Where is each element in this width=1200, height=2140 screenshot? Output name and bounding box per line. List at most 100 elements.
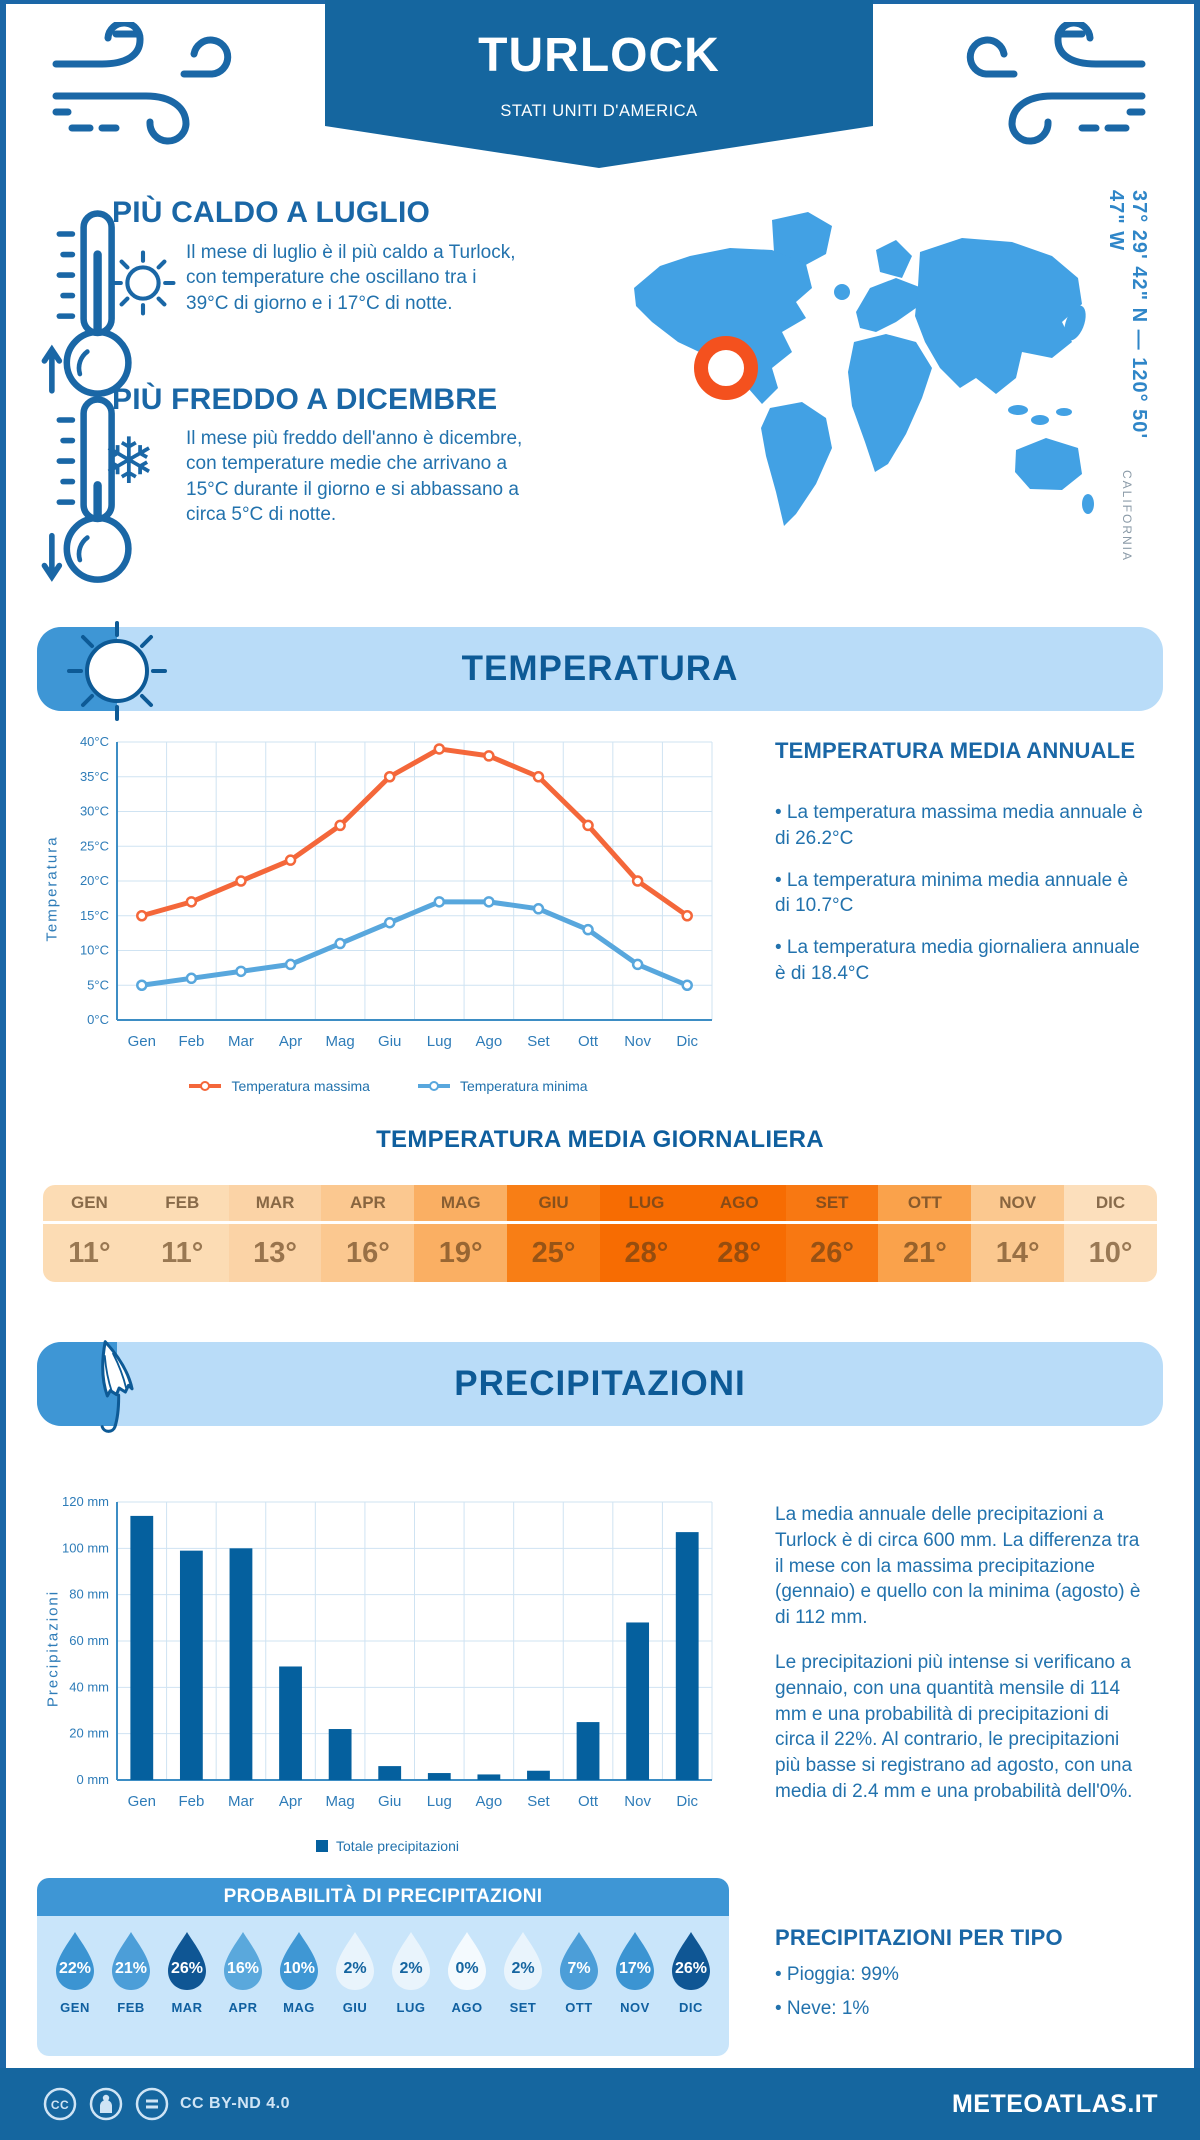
temp-chart-legend: Temperatura massima Temperatura minima — [55, 1078, 720, 1094]
precip-paragraph-1: La media annuale delle precipitazioni a … — [775, 1504, 1141, 1629]
svg-text:Gen: Gen — [128, 1793, 156, 1810]
svg-text:Giu: Giu — [378, 1793, 401, 1810]
annual-bullet: • La temperatura minima media annuale è … — [775, 869, 1129, 917]
svg-text:0 mm: 0 mm — [77, 1772, 110, 1787]
table-temp-value: 13° — [228, 1221, 322, 1282]
table-month-header: GEN — [70, 1193, 108, 1212]
table-month-header: LUG — [628, 1193, 665, 1212]
per-type-title: PRECIPITAZIONI PER TIPO — [775, 1925, 1063, 1950]
precip-paragraph-2: Le precipitazioni più intense si verific… — [775, 1652, 1133, 1803]
svg-text:20 mm: 20 mm — [69, 1726, 109, 1741]
droplet-month: FEB — [117, 2000, 145, 2015]
precipitation-section-title: PRECIPITAZIONI — [454, 1364, 746, 1403]
table-column: NOV 14° — [971, 1185, 1065, 1282]
droplet-item: 2% GIU — [329, 1930, 381, 2015]
table-temp-value: 21° — [878, 1221, 972, 1282]
site-logo: METEOATLAS.IT — [951, 2089, 1158, 2118]
svg-text:CC: CC — [51, 2098, 69, 2112]
table-temp-value: 14° — [971, 1221, 1065, 1282]
droplet-percent: 2% — [511, 1960, 535, 1977]
droplet-month: APR — [228, 2000, 258, 2015]
droplet-month: MAG — [283, 2000, 315, 2015]
table-month-header: OTT — [907, 1193, 942, 1212]
svg-text:Nov: Nov — [624, 1793, 651, 1810]
table-temp-value: 26° — [785, 1221, 879, 1282]
droplet-icon: 2% — [332, 1930, 378, 1992]
droplet-icon: 26% — [668, 1930, 714, 1992]
per-type-bullet: • Neve: 1% — [775, 1997, 870, 2019]
table-month-header: GIU — [538, 1193, 569, 1212]
droplet-month: SET — [509, 2000, 537, 2015]
svg-text:Set: Set — [527, 1033, 550, 1050]
table-month-header: SET — [815, 1193, 849, 1212]
location-marker — [694, 336, 758, 400]
legend-label: Temperatura massima — [231, 1078, 370, 1094]
table-temp-value: 28° — [599, 1221, 693, 1282]
temperature-line-chart: 0°C 5°C 10°C 15°C 20°C 25°C 30°C 35°C 40°C Gen Feb… — [80, 734, 713, 1050]
svg-text:Giu: Giu — [378, 1033, 401, 1050]
coordinates-block: 37° 29' 42" N — 120° 50' 47" W CALIFORNI… — [1104, 190, 1150, 562]
annual-summary-title: TEMPERATURA MEDIA ANNUALE — [775, 738, 1136, 763]
svg-text:Lug: Lug — [427, 1793, 452, 1810]
svg-text:Ott: Ott — [578, 1033, 599, 1050]
svg-text:20°C: 20°C — [80, 873, 109, 888]
legend-item: Totale precipitazioni — [316, 1838, 459, 1854]
svg-text:15°C: 15°C — [80, 908, 109, 923]
coordinates-text: 37° 29' 42" N — 120° 50' 47" W — [1105, 190, 1150, 440]
table-column: MAR 13° — [228, 1185, 322, 1282]
svg-text:60 mm: 60 mm — [69, 1633, 109, 1648]
droplet-icon: 26% — [164, 1930, 210, 1992]
svg-text:40 mm: 40 mm — [69, 1679, 109, 1694]
footer-bar: CC CC BY-ND 4.0 METEOATLAS.IT — [0, 2068, 1200, 2140]
sun-icon — [67, 621, 167, 721]
svg-text:Dic: Dic — [676, 1033, 698, 1050]
svg-text:Feb: Feb — [178, 1793, 204, 1810]
thermometer-up-icon — [41, 210, 132, 397]
svg-text:Feb: Feb — [178, 1033, 204, 1050]
annual-bullet: • La temperatura massima media annuale è… — [775, 802, 1143, 849]
wind-icon — [966, 22, 1146, 145]
sun-icon — [110, 250, 176, 316]
probability-title: PROBABILITÀ DI PRECIPITAZIONI — [37, 1878, 729, 1916]
svg-text:25°C: 25°C — [80, 838, 109, 853]
left-border — [0, 0, 6, 2140]
svg-text:Mar: Mar — [228, 1033, 254, 1050]
table-temp-value: 10° — [1064, 1221, 1157, 1282]
svg-text:30°C: 30°C — [80, 804, 109, 819]
droplet-percent: 26% — [674, 1960, 708, 1977]
svg-text:Mar: Mar — [228, 1793, 254, 1810]
droplet-percent: 22% — [58, 1960, 92, 1977]
table-month-header: APR — [349, 1193, 386, 1212]
droplet-percent: 10% — [282, 1960, 316, 1977]
per-type-list: • Pioggia: 99% • Neve: 1% — [775, 1962, 1147, 2030]
table-temp-value: 25° — [507, 1221, 600, 1282]
legend-swatch — [417, 1081, 450, 1091]
svg-text:Apr: Apr — [279, 1033, 302, 1050]
probability-panel: PROBABILITÀ DI PRECIPITAZIONI 22% GEN 21% F… — [37, 1878, 729, 2056]
droplet-month: AGO — [451, 2000, 483, 2015]
droplet-percent: 2% — [399, 1960, 423, 1977]
probability-droplets: 22% GEN 21% FEB 26% MAR 16% APR 10% MAG 2% GIU 2% LUG… — [37, 1916, 729, 2056]
table-column: LUG 28° — [599, 1185, 693, 1282]
legend-item: Temperatura minima — [416, 1078, 588, 1094]
svg-text:Apr: Apr — [279, 1793, 302, 1810]
annual-summary-list: • La temperatura massima media annuale è… — [775, 800, 1147, 1003]
svg-text:80 mm: 80 mm — [69, 1587, 109, 1602]
annual-bullet: • La temperatura media giornaliera annua… — [775, 937, 1140, 985]
droplet-month: LUG — [396, 2000, 426, 2015]
droplet-icon: 16% — [220, 1930, 266, 1992]
svg-text:Ago: Ago — [476, 1793, 503, 1810]
table-month-header: MAR — [255, 1193, 295, 1212]
droplet-icon: 17% — [612, 1930, 658, 1992]
droplet-item: 16% APR — [217, 1930, 269, 2015]
table-column: AGO 28° — [692, 1185, 786, 1282]
table-temp-value: 28° — [692, 1221, 786, 1282]
temperature-section-band: TEMPERATURA — [37, 621, 1163, 721]
svg-text:Nov: Nov — [624, 1033, 651, 1050]
droplet-month: NOV — [620, 2000, 650, 2015]
svg-text:35°C: 35°C — [80, 769, 109, 784]
legend-label: Totale precipitazioni — [336, 1838, 459, 1854]
droplet-icon: 7% — [556, 1930, 602, 1992]
droplet-percent: 7% — [567, 1960, 591, 1977]
droplet-item: 21% FEB — [105, 1930, 157, 2015]
